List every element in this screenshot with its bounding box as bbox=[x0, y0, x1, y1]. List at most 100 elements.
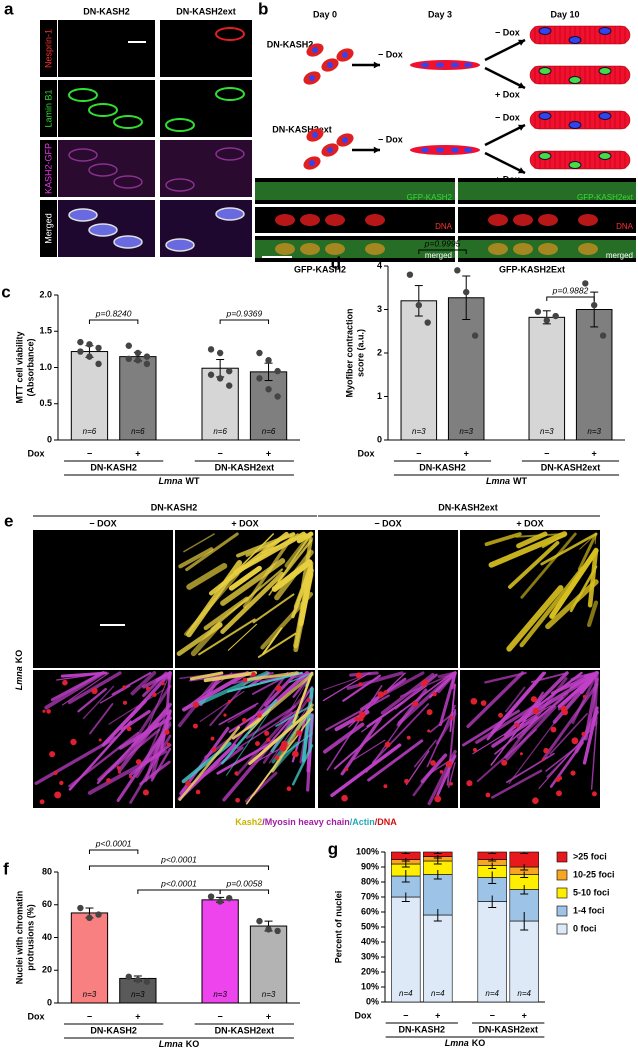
fiber-signal bbox=[186, 562, 228, 590]
nucleus-signal bbox=[145, 686, 150, 691]
nucleus-signal bbox=[42, 709, 46, 713]
nucleus-signal bbox=[341, 794, 348, 802]
significance-bracket bbox=[219, 319, 270, 324]
nucleus-signal bbox=[578, 214, 598, 226]
nucleus bbox=[538, 67, 552, 75]
data-point bbox=[415, 301, 423, 309]
fiber-signal bbox=[242, 535, 294, 609]
nucleus-signal bbox=[439, 770, 444, 774]
footer-part: Lmna bbox=[486, 476, 510, 486]
y-tick-label: 1.0 bbox=[39, 362, 52, 372]
nucleus-signal bbox=[358, 711, 366, 719]
nucleus-signal bbox=[264, 730, 270, 736]
stain-legend: Kash2/Myosin heavy chain/Actin/DNA bbox=[235, 817, 397, 827]
fiber-signal bbox=[530, 672, 568, 683]
nucleus-signal bbox=[570, 770, 576, 776]
nucleus-signal bbox=[257, 713, 262, 718]
fiber-signal bbox=[545, 579, 599, 630]
y-axis-title: Nuclei with chromatin bbox=[14, 891, 24, 985]
nucleus-signal bbox=[404, 778, 410, 784]
nucleus bbox=[88, 103, 118, 117]
day-label: Day 10 bbox=[550, 9, 579, 19]
fiber-signal bbox=[236, 707, 301, 750]
nucleus-signal bbox=[142, 789, 149, 796]
nucleus-signal bbox=[251, 672, 256, 677]
fiber-signal bbox=[308, 713, 314, 753]
footer-part: KO bbox=[472, 1038, 486, 1048]
group-label: DN-KASH2 bbox=[419, 462, 466, 472]
data-point bbox=[143, 353, 151, 360]
nucleus-signal bbox=[325, 214, 345, 226]
image-label: GFP-KASH2 bbox=[407, 193, 453, 202]
nucleus-signal bbox=[543, 747, 549, 754]
n-label: n=6 bbox=[262, 427, 276, 436]
panel-letter: e bbox=[4, 511, 13, 530]
nucleus-signal bbox=[122, 700, 128, 705]
nucleus-signal bbox=[582, 695, 586, 699]
data-point bbox=[552, 312, 559, 320]
fiber-signal bbox=[129, 734, 172, 804]
y-axis-title: score (a.u.) bbox=[355, 329, 365, 377]
fiber-signal bbox=[491, 715, 538, 748]
fiber-signal bbox=[542, 682, 599, 760]
data-point bbox=[86, 914, 93, 922]
nucleus-signal bbox=[538, 243, 558, 255]
caption: GFP-KASH2 bbox=[294, 264, 346, 274]
footer-part: Lmna bbox=[445, 1038, 469, 1048]
x-tick-label: − bbox=[87, 1011, 92, 1021]
y-tick-label: 100% bbox=[356, 846, 379, 856]
fiber-signal bbox=[367, 739, 424, 782]
nucleus-signal bbox=[164, 729, 170, 735]
data-point bbox=[226, 895, 233, 902]
fiber-signal bbox=[275, 704, 313, 727]
data-point bbox=[265, 926, 272, 933]
fiber-signal bbox=[466, 671, 525, 729]
data-point bbox=[216, 375, 224, 382]
data-point bbox=[134, 349, 142, 357]
y-tick-label: 40% bbox=[361, 936, 379, 946]
nucleus-signal bbox=[513, 243, 533, 255]
fiber-signal bbox=[139, 760, 171, 786]
fiber-signal bbox=[587, 547, 599, 608]
nucleus bbox=[215, 27, 245, 41]
nucleus-signal bbox=[62, 679, 68, 686]
y-tick-label: 80 bbox=[42, 866, 52, 876]
nucleus-signal bbox=[291, 750, 299, 758]
arrow bbox=[484, 66, 526, 90]
micrograph bbox=[33, 530, 173, 668]
x-tick-label: − bbox=[403, 1010, 408, 1020]
bar-segment bbox=[391, 896, 421, 1003]
group-label: DN-KASH2 bbox=[399, 1024, 446, 1034]
label-strip bbox=[40, 20, 57, 77]
n-label: n=3 bbox=[587, 427, 601, 436]
nucleus-signal bbox=[185, 780, 191, 787]
footer-label: Lmna WT bbox=[486, 476, 528, 486]
data-point bbox=[207, 346, 215, 353]
fiber-signal bbox=[515, 533, 564, 538]
y-axis-title: protrusions (%) bbox=[25, 904, 35, 971]
nucleus-signal bbox=[532, 797, 539, 804]
image-label: merged bbox=[425, 251, 452, 260]
fiber-signal bbox=[226, 711, 270, 776]
data-point bbox=[207, 371, 215, 378]
nucleus bbox=[113, 175, 143, 189]
nucleus-signal bbox=[532, 707, 540, 715]
footer-part: WT bbox=[186, 476, 200, 486]
nucleus-signal bbox=[498, 712, 503, 718]
fiber-signal bbox=[508, 540, 560, 589]
arrow-head bbox=[518, 82, 525, 89]
data-point bbox=[274, 927, 281, 935]
nucleus-signal bbox=[266, 737, 271, 742]
p-value: p<0.0001 bbox=[160, 878, 197, 888]
nucleus bbox=[312, 47, 318, 53]
n-label: n=3 bbox=[412, 427, 426, 436]
x-tick-label: − bbox=[544, 448, 549, 458]
nucleus-signal bbox=[98, 738, 102, 742]
nucleus-signal bbox=[557, 776, 563, 781]
fiber-signal bbox=[413, 739, 437, 768]
nucleus bbox=[538, 112, 552, 120]
nucleus-signal bbox=[211, 747, 217, 753]
nucleus bbox=[309, 160, 315, 166]
n-label: n=3 bbox=[83, 990, 97, 999]
